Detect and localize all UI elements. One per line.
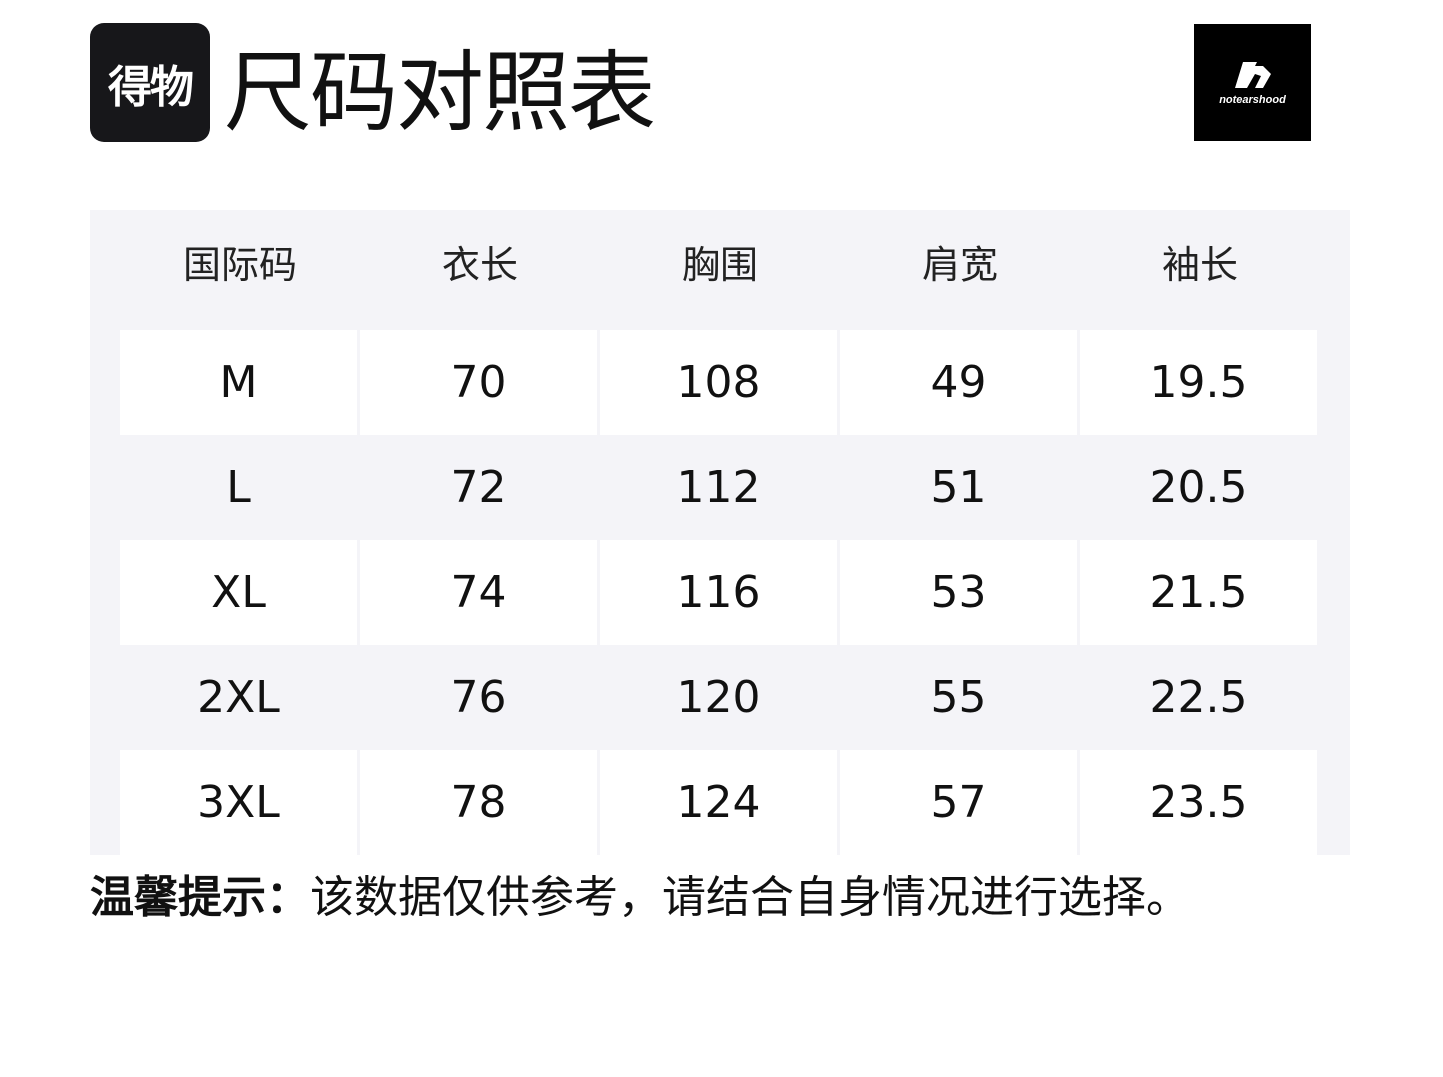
dewu-logo: 得物: [90, 23, 210, 142]
page-title: 尺码对照表: [224, 41, 656, 144]
notearshood-mark-icon: [1234, 61, 1271, 88]
table-cell: 23.5: [1080, 750, 1317, 855]
tip-label: 温馨提示：: [90, 872, 310, 923]
table-row: 2XL 76 120 55 22.5: [120, 645, 1320, 750]
table-cell: 20.5: [1149, 462, 1248, 513]
table-cell: 49: [840, 330, 1077, 435]
tip-note: 温馨提示：该数据仅供参考，请结合自身情况进行选择。: [90, 868, 1190, 928]
table-row: M 70 108 49 19.5: [120, 330, 1320, 435]
table-cell: 57: [840, 750, 1077, 855]
header-sleeve: 袖长: [1161, 243, 1238, 287]
table-row: L 72 112 51 20.5: [120, 435, 1320, 540]
table-cell: 2XL: [197, 672, 280, 723]
tip-text: 该数据仅供参考，请结合自身情况进行选择。: [310, 872, 1190, 923]
table-cell: 21.5: [1080, 540, 1317, 645]
table-cell: 22.5: [1149, 672, 1248, 723]
table-row: 3XL 78 124 57 23.5: [120, 750, 1320, 855]
notearshood-logo: notearshood: [1194, 24, 1311, 141]
table-cell: M: [120, 330, 357, 435]
table-cell: 76: [450, 672, 507, 723]
header-chest: 胸围: [681, 243, 758, 287]
size-table: 国际码 衣长 胸围 肩宽 袖长 M 70 108 49 19.5 L 72 112 51 20.5…: [90, 210, 1350, 855]
table-cell: 120: [676, 672, 761, 723]
header-shoulder: 肩宽: [921, 243, 998, 287]
table-cell: 55: [930, 672, 987, 723]
table-cell: 70: [360, 330, 597, 435]
table-header: 国际码 衣长 胸围 肩宽 袖长: [120, 210, 1320, 330]
table-cell: 51: [930, 462, 987, 513]
notearshood-wordmark: notearshood: [1219, 93, 1286, 106]
table-cell: 78: [360, 750, 597, 855]
table-cell: 124: [600, 750, 837, 855]
table-cell: 116: [600, 540, 837, 645]
table-cell: 74: [360, 540, 597, 645]
table-cell: 108: [600, 330, 837, 435]
table-cell: 112: [676, 462, 761, 513]
table-cell: L: [226, 462, 251, 513]
table-row: XL 74 116 53 21.5: [120, 540, 1320, 645]
table-cell: 19.5: [1080, 330, 1317, 435]
table-cell: 72: [450, 462, 507, 513]
dewu-logo-text: 得物: [108, 61, 194, 113]
header-length: 衣长: [441, 243, 518, 287]
table-cell: 3XL: [120, 750, 357, 855]
table-cell: 53: [840, 540, 1077, 645]
header-size: 国际码: [182, 243, 297, 287]
table-cell: XL: [120, 540, 357, 645]
